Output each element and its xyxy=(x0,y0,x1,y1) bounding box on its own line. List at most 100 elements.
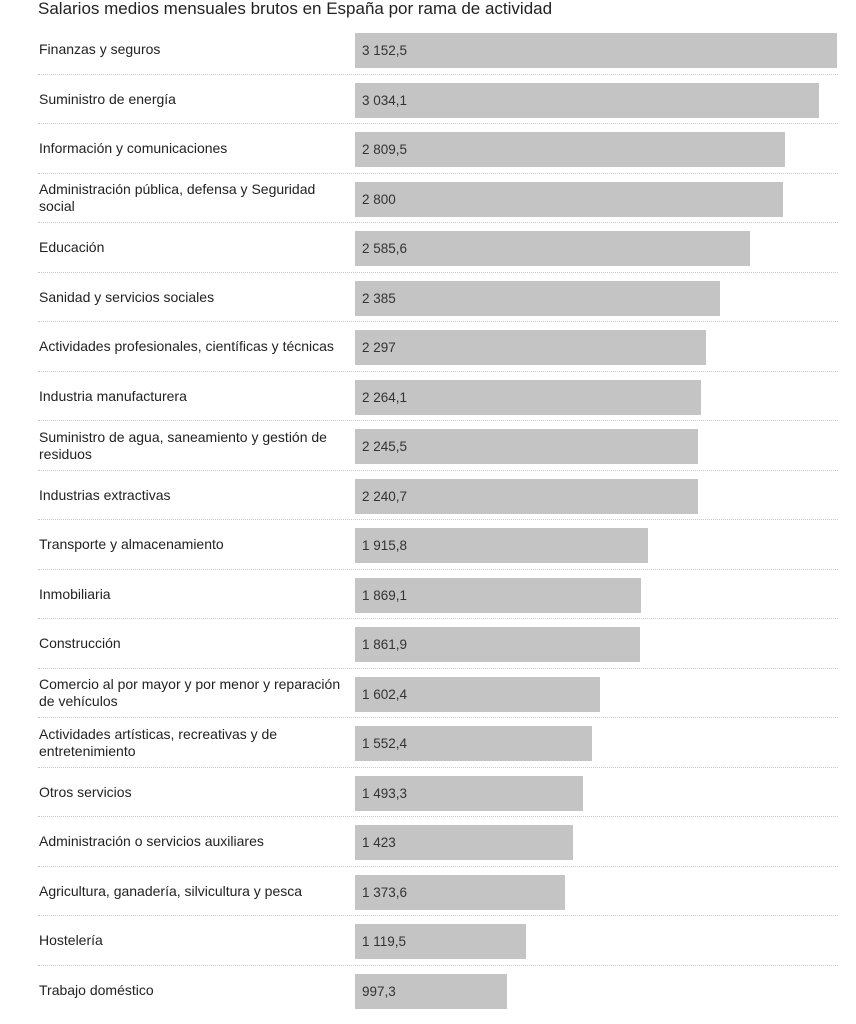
bar xyxy=(355,825,573,860)
bar-value-label: 2 245,5 xyxy=(362,439,408,454)
bar-value-label: 1 552,4 xyxy=(362,736,408,751)
bar-row: Transporte y almacenamiento 1 915,8 xyxy=(0,520,856,570)
bar xyxy=(355,528,648,563)
category-label: Actividades artísticas, recreativas y de… xyxy=(39,725,278,759)
bar-value-label: 3 034,1 xyxy=(362,92,408,108)
bar-row: Educación 2 585,6 xyxy=(0,223,856,273)
row-divider xyxy=(38,370,838,372)
bar xyxy=(355,973,508,1009)
bar-value-label: 2 297 xyxy=(362,340,396,355)
category-label: Comercio al por mayor y por menor y repa… xyxy=(39,676,341,709)
bar xyxy=(355,577,641,613)
bar-row: Otros servicios 1 493,3 xyxy=(0,768,856,817)
bar-row: Finanzas y seguros 3 152,5 xyxy=(0,25,856,75)
bar xyxy=(355,181,784,217)
category-label: Sanidad y servicios sociales xyxy=(39,288,215,305)
bar-value-label: 1 915,8 xyxy=(362,538,408,553)
category-label: Actividades profesionales, científicas y… xyxy=(39,338,334,354)
chart-title: Salarios medios mensuales brutos en Espa… xyxy=(38,0,553,18)
row-divider xyxy=(38,667,838,669)
row-divider xyxy=(38,618,838,619)
row-divider xyxy=(38,766,838,768)
bar-value-label: 997,3 xyxy=(362,983,396,999)
bar xyxy=(355,676,600,712)
category-label: Otros servicios xyxy=(39,783,132,800)
bar-row: Sanidad y servicios sociales 2 385 xyxy=(0,273,856,322)
bar xyxy=(355,280,720,316)
bar-row: Agricultura, ganadería, silvicultura y p… xyxy=(0,867,856,916)
bar xyxy=(355,726,593,761)
row-divider xyxy=(38,271,838,273)
bar xyxy=(355,379,702,415)
category-label: Información y comunicaciones xyxy=(39,140,228,156)
category-label: Construcción xyxy=(39,635,121,651)
bar-row: Industria manufacturera 2 264,1 xyxy=(0,372,856,421)
row-divider xyxy=(38,568,838,570)
row-divider xyxy=(38,519,838,520)
bar-value-label: 1 119,5 xyxy=(362,934,407,949)
bar-row: Suministro de energía 3 034,1 xyxy=(0,75,856,124)
row-divider xyxy=(38,816,838,817)
category-label: Trabajo doméstico xyxy=(39,981,154,998)
bar xyxy=(355,82,819,118)
bar-value-label: 3 152,5 xyxy=(362,43,408,58)
bar-row: Suministro de agua, saneamiento y gestió… xyxy=(0,421,856,471)
bar xyxy=(355,924,527,959)
row-divider xyxy=(38,964,838,966)
bar xyxy=(355,874,566,910)
category-label: Inmobiliaria xyxy=(39,585,111,602)
bar-value-label: 2 385 xyxy=(362,290,396,306)
row-divider xyxy=(38,469,838,471)
bar xyxy=(355,330,707,365)
bar xyxy=(355,478,698,514)
bar-row: Información y comunicaciones 2 809,5 xyxy=(0,124,856,174)
bar xyxy=(355,627,640,662)
bar-row: Administración pública, defensa y Seguri… xyxy=(0,174,856,223)
bar-value-label: 2 264,1 xyxy=(362,389,408,405)
row-divider xyxy=(38,420,838,421)
bar-chart: Finanzas y seguros 3 152,5 Suministro de e… xyxy=(0,25,856,1024)
bar-row: Trabajo doméstico 997,3 xyxy=(0,966,856,1016)
bar-row: Construcción 1 861,9 xyxy=(0,619,856,669)
bar-value-label: 2 800 xyxy=(362,191,396,207)
row-divider xyxy=(38,73,838,75)
row-divider xyxy=(38,717,838,718)
bar-value-label: 1 493,3 xyxy=(362,785,408,801)
bar-value-label: 1 373,6 xyxy=(362,884,408,900)
row-divider xyxy=(38,321,838,322)
row-divider xyxy=(38,222,838,223)
bar-row: Inmobiliaria 1 869,1 xyxy=(0,570,856,619)
category-label: Suministro de energía xyxy=(39,90,176,107)
category-label: Finanzas y seguros xyxy=(39,41,161,57)
bar xyxy=(355,33,837,68)
bar-row: Actividades artísticas, recreativas y de… xyxy=(0,718,856,768)
bar-row: Hostelería 1 119,5 xyxy=(0,916,856,966)
bar-row: Administración o servicios auxiliares 1 4… xyxy=(0,817,856,867)
category-label: Industria manufacturera xyxy=(39,387,187,404)
bar-value-label: 1 423 xyxy=(362,835,396,850)
bar-value-label: 1 869,1 xyxy=(362,587,408,603)
row-divider xyxy=(38,123,838,124)
bar-row: Actividades profesionales, científicas y… xyxy=(0,322,856,372)
bar-value-label: 1 602,4 xyxy=(362,686,408,702)
bar-value-label: 2 585,6 xyxy=(362,241,408,256)
bar xyxy=(355,429,699,464)
bar-value-label: 1 861,9 xyxy=(362,637,408,652)
category-label: Educación xyxy=(39,239,105,255)
bar-value-label: 2 240,7 xyxy=(362,488,408,504)
bar xyxy=(355,775,584,811)
category-label: Transporte y almacenamiento xyxy=(39,536,224,552)
category-label: Administración o servicios auxiliares xyxy=(39,833,264,849)
category-label: Hostelería xyxy=(39,932,103,948)
row-divider xyxy=(38,865,838,867)
category-label: Agricultura, ganadería, silvicultura y p… xyxy=(39,882,303,899)
bar-row: Industrias extractivas 2 240,7 xyxy=(0,471,856,520)
category-label: Suministro de agua, saneamiento y gestió… xyxy=(39,428,327,462)
bar-value-label: 2 809,5 xyxy=(362,142,408,157)
bar-row: Comercio al por mayor y por menor y repa… xyxy=(0,669,856,718)
row-divider xyxy=(38,172,838,174)
category-label: Administración pública, defensa y Seguri… xyxy=(39,181,316,214)
row-divider xyxy=(38,915,838,916)
bar xyxy=(355,231,751,266)
bar xyxy=(355,132,785,167)
